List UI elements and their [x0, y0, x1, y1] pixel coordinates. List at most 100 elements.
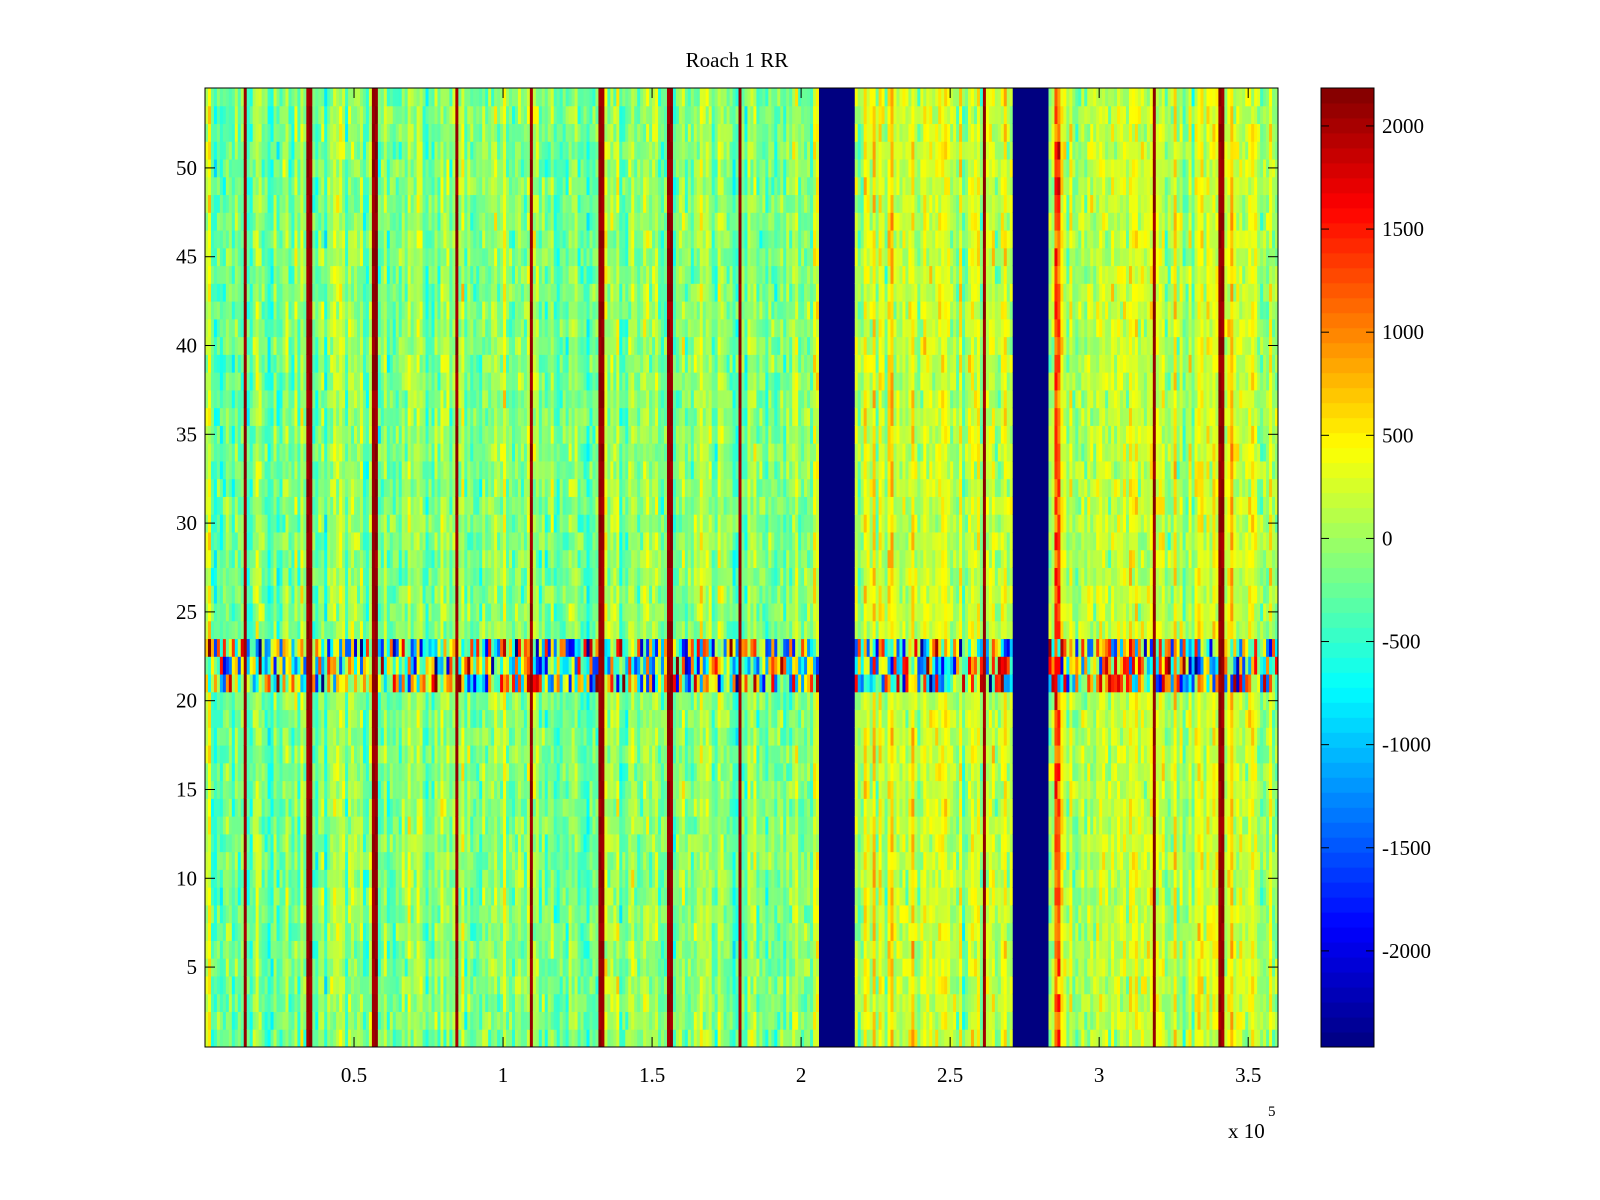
- heatmap-cell: [273, 123, 278, 142]
- heatmap-cell: [389, 478, 394, 497]
- heatmap-cell: [368, 176, 373, 196]
- heatmap-cell: [300, 176, 304, 196]
- heatmap-cell: [327, 88, 331, 107]
- heatmap-cell: [351, 123, 355, 142]
- heatmap-cell: [282, 887, 286, 906]
- heatmap-cell: [279, 230, 283, 249]
- heatmap-cell: [377, 283, 382, 302]
- heatmap-cell: [333, 603, 337, 622]
- heatmap-cell: [479, 833, 483, 853]
- heatmap-cell: [407, 975, 412, 995]
- heatmap-cell: [362, 958, 367, 977]
- heatmap-cell: [297, 656, 301, 675]
- heatmap-cell: [228, 336, 233, 355]
- heatmap-cell: [404, 709, 409, 728]
- heatmap-cell: [455, 585, 459, 604]
- heatmap-cell: [374, 443, 379, 462]
- heatmap-cell: [231, 585, 236, 604]
- heatmap-cell: [362, 354, 367, 373]
- heatmap-cell: [461, 194, 465, 213]
- heatmap-cell: [395, 727, 400, 746]
- heatmap-cell: [297, 585, 301, 604]
- heatmap-cell: [425, 549, 430, 568]
- heatmap-cell: [458, 230, 462, 249]
- heatmap-cell: [425, 1029, 430, 1048]
- heatmap-cell: [315, 585, 319, 604]
- heatmap-cell: [410, 443, 415, 462]
- heatmap-cell: [222, 727, 227, 746]
- heatmap-cell: [225, 354, 230, 373]
- heatmap-cell: [413, 620, 418, 640]
- heatmap-cell: [351, 230, 355, 249]
- heatmap-cell: [246, 460, 251, 480]
- heatmap-cell: [318, 620, 322, 640]
- heatmap-cell: [398, 745, 403, 764]
- heatmap-cell: [207, 496, 212, 515]
- heatmap-cell: [404, 869, 409, 888]
- heatmap-cell: [419, 247, 424, 267]
- heatmap-cell: [473, 123, 477, 142]
- heatmap-cell: [240, 549, 245, 568]
- heatmap-cell: [455, 1029, 459, 1048]
- heatmap-cell: [282, 230, 286, 249]
- heatmap-cell: [213, 816, 218, 835]
- heatmap-cell: [219, 1029, 224, 1048]
- heatmap-cell: [294, 88, 298, 107]
- heatmap-cell: [336, 869, 340, 888]
- heatmap-cell: [348, 922, 352, 941]
- heatmap-cell: [264, 887, 269, 906]
- heatmap-cell: [273, 620, 278, 640]
- heatmap-cell: [249, 975, 254, 995]
- heatmap-cell: [246, 194, 251, 213]
- heatmap-cell: [282, 940, 286, 959]
- heatmap-cell: [416, 603, 421, 622]
- heatmap-cell: [264, 88, 269, 107]
- heatmap-cell: [383, 567, 388, 586]
- heatmap-cell: [207, 816, 212, 835]
- heatmap-cell: [294, 372, 298, 391]
- heatmap-cell: [362, 798, 367, 817]
- heatmap-cell: [258, 336, 263, 355]
- heatmap-cell: [431, 940, 435, 959]
- heatmap-cell: [330, 159, 334, 178]
- heatmap-cell: [279, 389, 283, 409]
- heatmap-cell: [407, 141, 412, 160]
- heatmap-cell: [359, 443, 364, 462]
- heatmap-cell: [243, 851, 248, 870]
- heatmap-cell: [368, 159, 373, 178]
- heatmap-cell: [246, 603, 251, 622]
- heatmap-cell: [315, 958, 319, 977]
- heatmap-cell: [264, 159, 269, 178]
- heatmap-cell: [306, 922, 310, 941]
- heatmap-cell: [407, 389, 412, 409]
- heatmap-cell: [449, 478, 453, 497]
- heatmap-cell: [243, 1029, 248, 1048]
- heatmap-cell: [407, 887, 412, 906]
- heatmap-cell: [455, 159, 459, 178]
- heatmap-cell: [348, 159, 352, 178]
- heatmap-cell: [285, 123, 289, 142]
- heatmap-cell: [476, 567, 480, 586]
- heatmap-cell: [291, 460, 295, 480]
- heatmap-cell: [324, 354, 328, 373]
- heatmap-cell: [330, 389, 334, 409]
- heatmap-cell: [213, 940, 218, 959]
- heatmap-cell: [422, 691, 427, 711]
- heatmap-cell: [210, 567, 215, 586]
- heatmap-cell: [413, 798, 418, 817]
- heatmap-cell: [354, 922, 358, 941]
- heatmap-cell: [440, 1011, 444, 1030]
- heatmap-cell: [339, 443, 343, 462]
- heatmap-cell: [437, 745, 441, 764]
- heatmap-cell: [398, 833, 403, 853]
- heatmap-cell: [312, 674, 316, 693]
- heatmap-cell: [249, 567, 254, 586]
- heatmap-cell: [413, 922, 418, 941]
- heatmap-cell: [279, 798, 283, 817]
- heatmap-cell: [234, 638, 239, 657]
- heatmap-cell: [348, 816, 352, 835]
- heatmap-cell: [252, 301, 257, 320]
- heatmap-cell: [324, 301, 328, 320]
- heatmap-cell: [213, 585, 218, 604]
- heatmap-cell: [252, 318, 257, 338]
